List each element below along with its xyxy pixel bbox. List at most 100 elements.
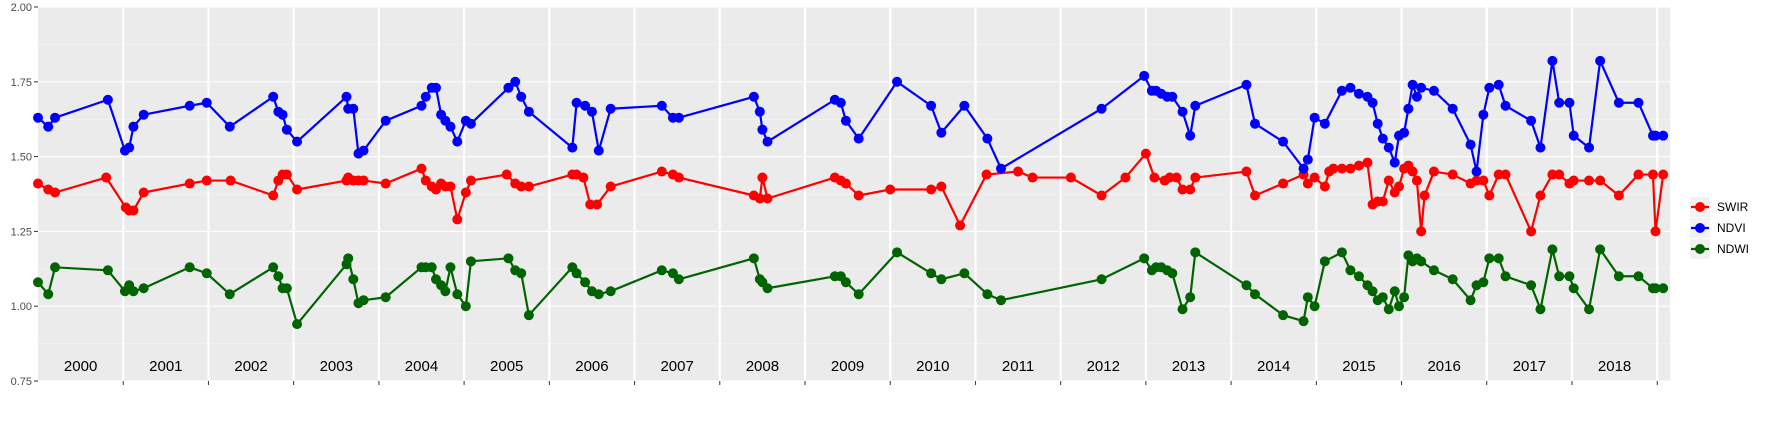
point-ndvi (268, 91, 279, 102)
point-swir (460, 187, 471, 198)
point-ndvi (762, 136, 773, 147)
year-label: 2012 (1087, 358, 1120, 375)
point-ndvi (1500, 100, 1511, 111)
point-ndwi (571, 268, 582, 279)
point-ndvi (510, 76, 521, 87)
point-swir (292, 184, 303, 195)
point-swir (184, 178, 195, 189)
point-swir (1447, 169, 1458, 180)
series-line-ndwi (37, 248, 1664, 326)
point-ndvi (853, 133, 864, 144)
point-ndwi (33, 277, 43, 288)
point-ndvi (1249, 118, 1260, 129)
point-swir (1377, 196, 1388, 207)
point-ndvi (593, 145, 604, 156)
point-swir (981, 169, 992, 180)
point-ndwi (516, 268, 527, 279)
point-ndvi (1411, 91, 1422, 102)
point-ndwi (1309, 301, 1320, 312)
point-ndvi (416, 100, 427, 111)
point-ndvi (673, 112, 684, 123)
point-ndvi (184, 100, 195, 111)
point-ndvi (1302, 154, 1313, 165)
point-ndwi (762, 283, 773, 294)
point-ndwi (224, 289, 235, 300)
point-ndvi (835, 97, 846, 108)
point-ndvi (1383, 142, 1394, 153)
point-ndwi (268, 262, 279, 273)
point-swir (445, 181, 456, 192)
point-ndvi (757, 124, 768, 135)
point-ndwi (343, 253, 354, 264)
point-ndwi (593, 289, 604, 300)
point-ndvi (1613, 97, 1624, 108)
point-swir (380, 178, 391, 189)
year-label: 2014 (1257, 358, 1290, 375)
point-ndwi (1383, 304, 1394, 315)
point-ndvi (1584, 142, 1595, 153)
point-ndwi (1416, 256, 1427, 267)
point-swir (1383, 175, 1394, 186)
point-swir (1613, 190, 1624, 201)
point-ndwi (1500, 271, 1511, 282)
point-swir (452, 214, 463, 225)
axes: 0.75 1.00 1.25 1.50 1.75 2.00 (11, 2, 1658, 388)
point-ndwi (1185, 292, 1196, 303)
point-swir (465, 175, 476, 186)
point-ndwi (1658, 283, 1669, 294)
point-ndvi (892, 76, 903, 87)
point-swir (516, 181, 527, 192)
point-ndwi (1478, 277, 1489, 288)
legend-label: NDWI (1717, 242, 1749, 256)
year-label: 2000 (64, 358, 97, 375)
point-swir (1411, 175, 1422, 186)
point-ndvi (1471, 166, 1482, 177)
point-ndwi (1465, 295, 1476, 306)
year-label: 2007 (660, 358, 693, 375)
point-ndvi (567, 142, 578, 153)
year-label: 2013 (1172, 358, 1205, 375)
point-swir (1345, 163, 1356, 174)
point-swir (201, 175, 212, 186)
point-ndvi (102, 94, 113, 105)
legend-key-point (1695, 244, 1705, 254)
point-ndwi (102, 265, 113, 276)
legend-label: NDVI (1717, 221, 1746, 235)
point-ndwi (281, 283, 292, 294)
point-ndvi (1407, 79, 1418, 90)
year-label: 2011 (1002, 358, 1034, 375)
point-swir (225, 175, 236, 186)
point-ndwi (580, 277, 591, 288)
point-ndwi (1345, 265, 1356, 276)
point-ndwi (605, 286, 616, 297)
point-ndwi (273, 271, 284, 282)
legend: SWIR NDVI NDWI (1690, 197, 1749, 259)
point-ndvi (1389, 157, 1400, 168)
point-ndvi (224, 121, 235, 132)
point-swir (1302, 178, 1313, 189)
legend-key-point (1695, 202, 1705, 212)
year-label: 2008 (746, 358, 779, 375)
point-ndvi (292, 136, 303, 147)
year-label: 2016 (1427, 358, 1460, 375)
point-swir (1650, 226, 1661, 237)
point-swir (757, 172, 768, 183)
point-ndvi (124, 142, 135, 153)
point-ndvi (50, 112, 61, 123)
point-ndvi (605, 103, 616, 114)
point-ndvi (516, 91, 527, 102)
point-ndwi (1584, 304, 1595, 315)
point-ndvi (1336, 85, 1347, 96)
point-ndvi (1447, 103, 1458, 114)
point-swir (1319, 181, 1330, 192)
point-ndvi (1428, 85, 1439, 96)
point-ndwi (201, 268, 212, 279)
point-ndwi (1447, 274, 1458, 285)
point-ndvi (1493, 79, 1504, 90)
grid-lines (38, 6, 1670, 382)
point-ndvi (1535, 142, 1546, 153)
point-ndvi (656, 100, 667, 111)
point-ndwi (1177, 304, 1188, 315)
point-ndwi (1428, 265, 1439, 276)
